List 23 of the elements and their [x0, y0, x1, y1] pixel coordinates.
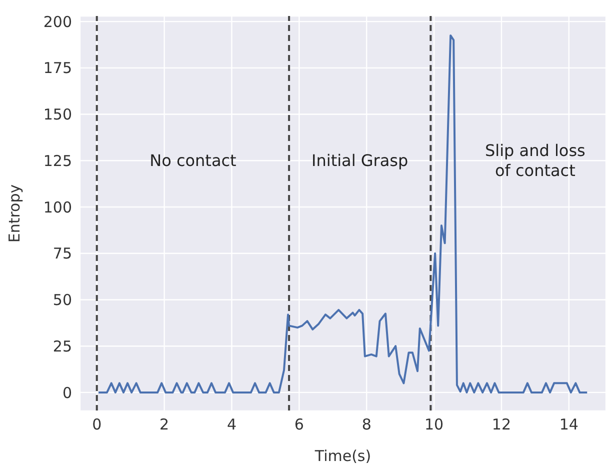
line-series	[98, 34, 588, 394]
x-tick-label: 6	[294, 416, 304, 434]
annotation: Initial Grasp	[312, 152, 408, 171]
annotation: Slip and loss of contact	[484, 142, 586, 181]
y-tick-label: 175	[43, 59, 72, 78]
x-axis-title: Time(s)	[314, 447, 372, 465]
y-tick-label: 75	[52, 244, 72, 263]
x-tick-label: 12	[492, 416, 512, 434]
y-tick-label: 200	[43, 12, 72, 31]
y-tick-label: 50	[52, 291, 72, 310]
y-tick-label: 150	[43, 106, 72, 124]
y-axis-title: Entropy	[5, 184, 24, 243]
y-tick-label: 0	[62, 384, 72, 402]
x-tick-label: 14	[559, 416, 578, 434]
y-tick-label: 100	[43, 198, 72, 216]
x-tick-label: 10	[424, 416, 444, 434]
y-tick-label: 125	[43, 152, 72, 170]
x-tick-label: 8	[362, 416, 372, 434]
x-tick-label: 4	[226, 416, 237, 434]
y-tick-label: 25	[52, 337, 72, 356]
x-tick-label: 0	[92, 416, 102, 434]
annotation: No contact	[150, 152, 236, 171]
x-tick-label: 2	[160, 416, 170, 434]
